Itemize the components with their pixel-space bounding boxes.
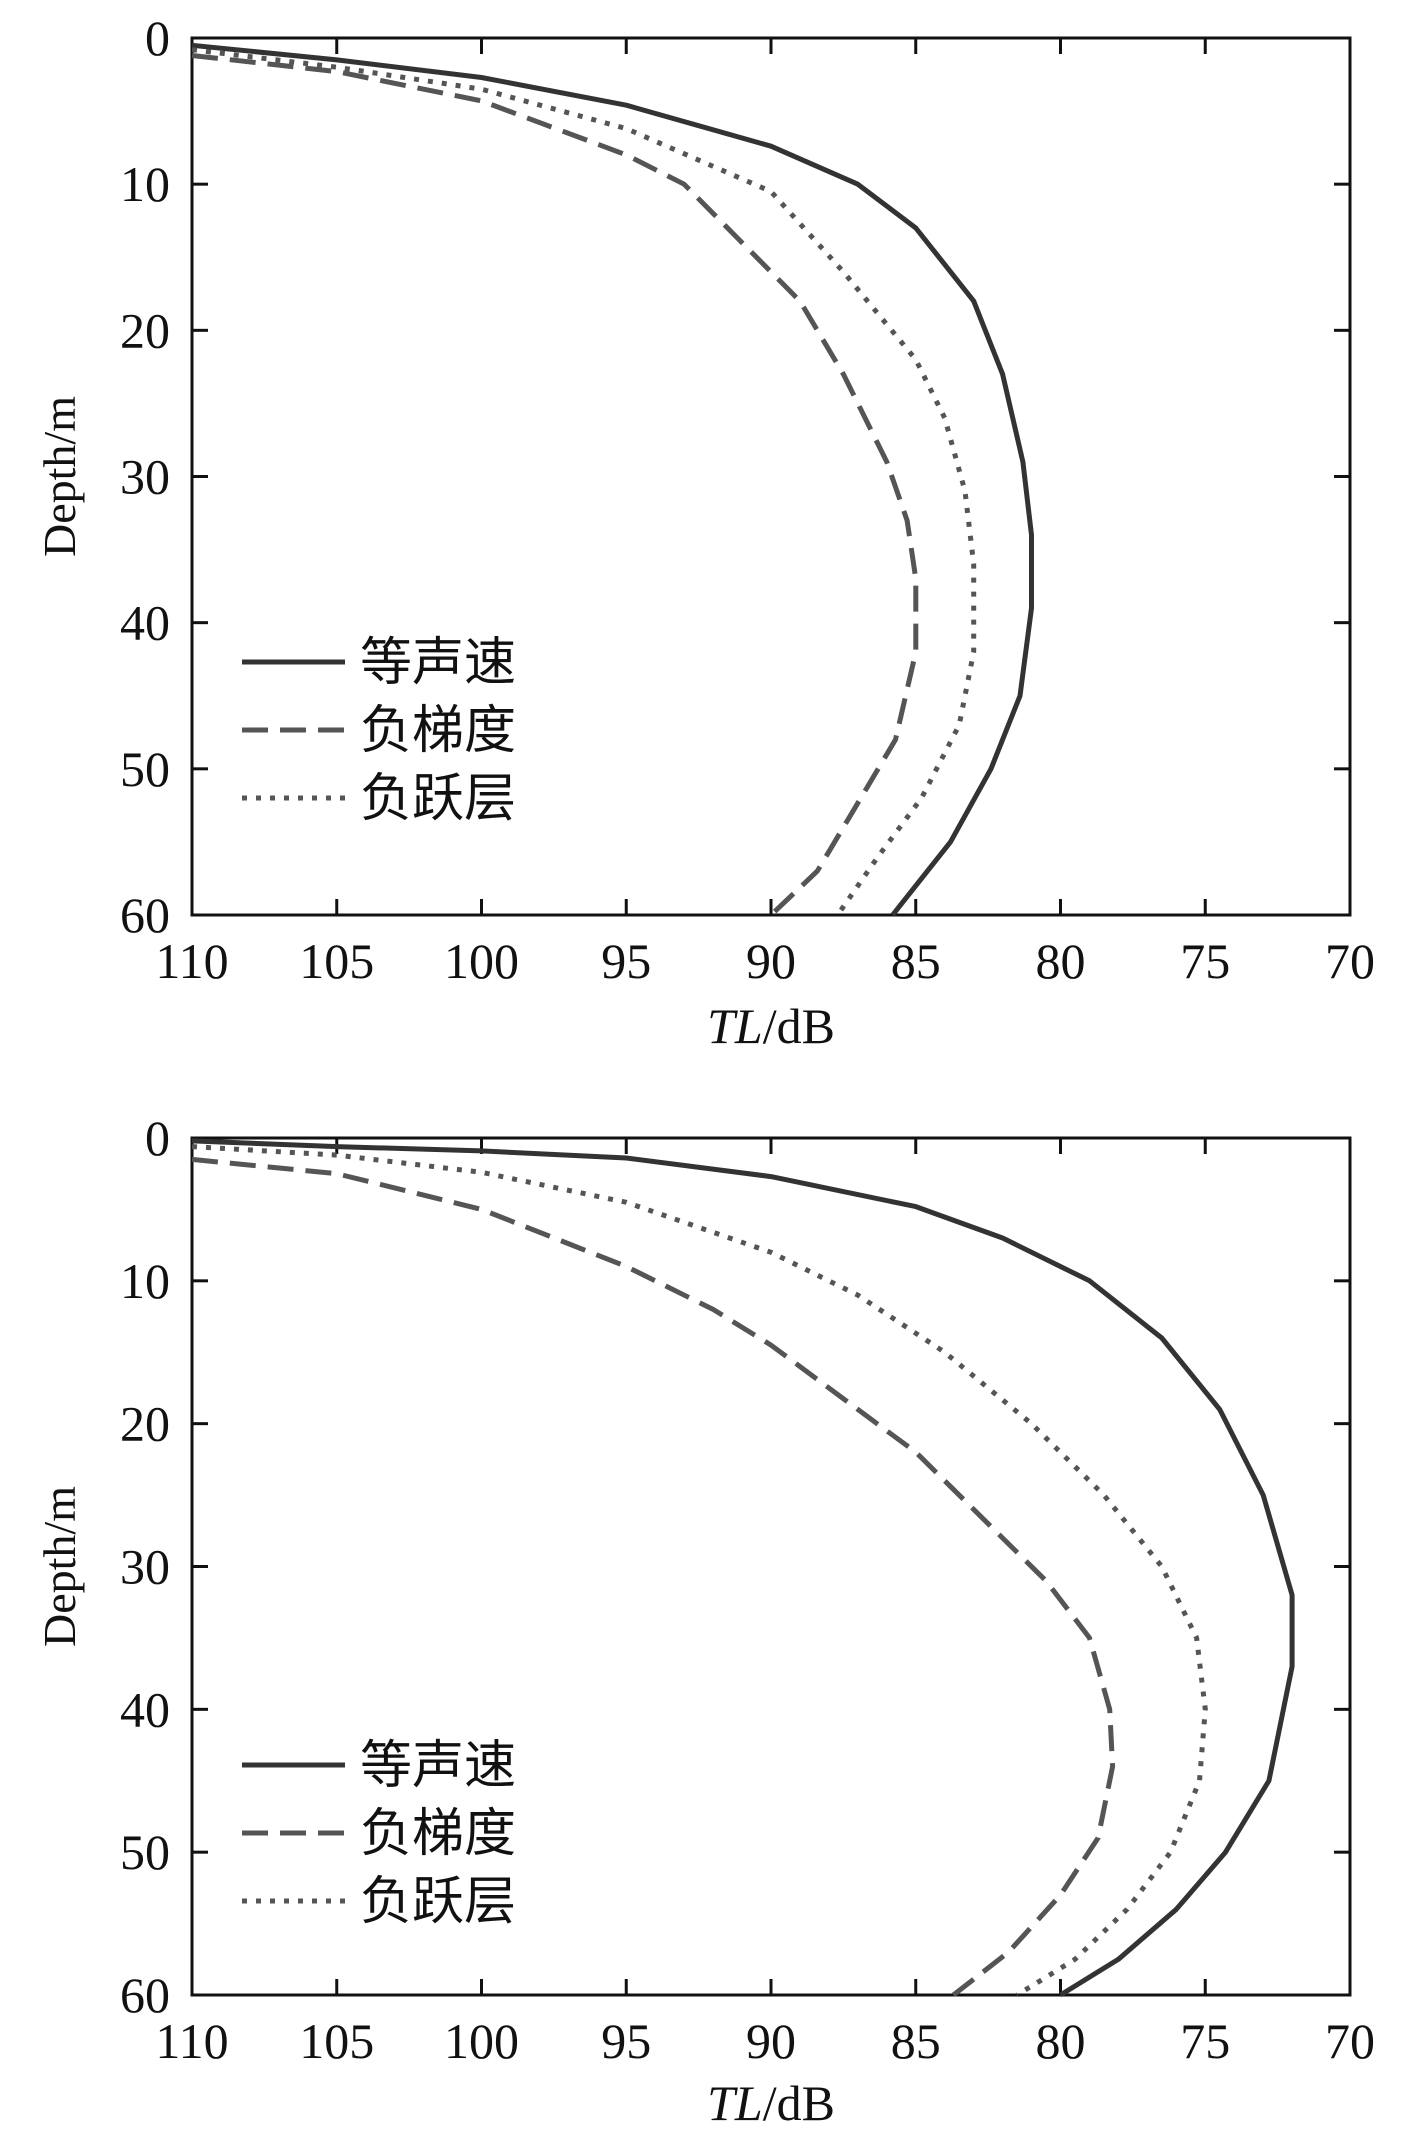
- y-tick-label: 30: [120, 449, 170, 505]
- x-tick-label: 100: [444, 2013, 519, 2069]
- legend-label: 负跃层: [360, 1874, 516, 1931]
- x-axis-label: TL/dB: [707, 998, 835, 1054]
- y-tick-label: 40: [120, 595, 170, 651]
- x-axis-label-unit: /dB: [763, 2075, 835, 2131]
- x-tick-label: 95: [601, 2013, 651, 2069]
- y-tick-label: 10: [120, 156, 170, 212]
- x-axis-label: TL/dB: [707, 2075, 835, 2131]
- x-tick-label: 85: [891, 2013, 941, 2069]
- x-tick-label: 105: [299, 933, 374, 989]
- series-line-dashed: [191, 53, 919, 917]
- chart-top: 110 105 100 95 90 85 80 75 70 0 10 20 30 40 50 60 TL/dB D…: [34, 10, 1375, 1054]
- x-tick-label: 105: [299, 2013, 374, 2069]
- x-tick-label: 100: [444, 933, 519, 989]
- series-line-solid: [191, 42, 1034, 917]
- x-tick-label: 75: [1180, 2013, 1230, 2069]
- legend-label: 负跃层: [360, 771, 516, 828]
- legend-label: 等声速: [360, 1738, 516, 1795]
- x-tick-label: 90: [746, 933, 796, 989]
- y-tick-label: 40: [120, 1681, 170, 1737]
- series-line-dotted: [191, 47, 977, 917]
- y-axis-label: Depth/m: [34, 396, 85, 557]
- x-tick-label: 85: [891, 933, 941, 989]
- y-tick-label: 10: [120, 1253, 170, 1309]
- chart-bottom: 110 105 100 95 90 85 80 75 70 0 10 20 30 40 50 60 TL/dB D…: [34, 1110, 1375, 2131]
- y-axis-label: Depth/m: [34, 1486, 85, 1647]
- x-tick-label: 75: [1180, 933, 1230, 989]
- x-axis-label-quantity: TL: [707, 998, 763, 1054]
- x-axis-label-unit: /dB: [763, 998, 835, 1054]
- y-tick-label: 60: [120, 887, 170, 943]
- y-tick-label: 50: [120, 741, 170, 797]
- x-tick-label: 90: [746, 2013, 796, 2069]
- y-tick-label: 20: [120, 1396, 170, 1452]
- x-tick-label: 70: [1325, 2013, 1375, 2069]
- plot-frame: [190, 1136, 1352, 1997]
- y-tick-label: 0: [145, 1110, 170, 1166]
- legend-label: 负梯度: [360, 1806, 516, 1863]
- legend-label: 等声速: [360, 635, 516, 692]
- x-tick-label: 80: [1036, 933, 1086, 989]
- y-tick-label: 0: [145, 10, 170, 66]
- x-tick-label: 110: [155, 2013, 228, 2069]
- x-tick-label: 110: [155, 933, 228, 989]
- y-tick-label: 50: [120, 1824, 170, 1880]
- x-tick-label: 80: [1036, 2013, 1086, 2069]
- series-line-solid: [191, 1138, 1295, 1998]
- legend-label: 负梯度: [360, 703, 516, 760]
- y-tick-label: 30: [120, 1539, 170, 1595]
- x-tick-label: 70: [1325, 933, 1375, 989]
- y-tick-label: 20: [120, 302, 170, 358]
- x-tick-label: 95: [601, 933, 651, 989]
- series-line-dotted: [191, 1144, 1208, 1998]
- y-tick-label: 60: [120, 1967, 170, 2023]
- series-line-dashed: [191, 1156, 1116, 1997]
- x-axis-label-quantity: TL: [707, 2075, 763, 2131]
